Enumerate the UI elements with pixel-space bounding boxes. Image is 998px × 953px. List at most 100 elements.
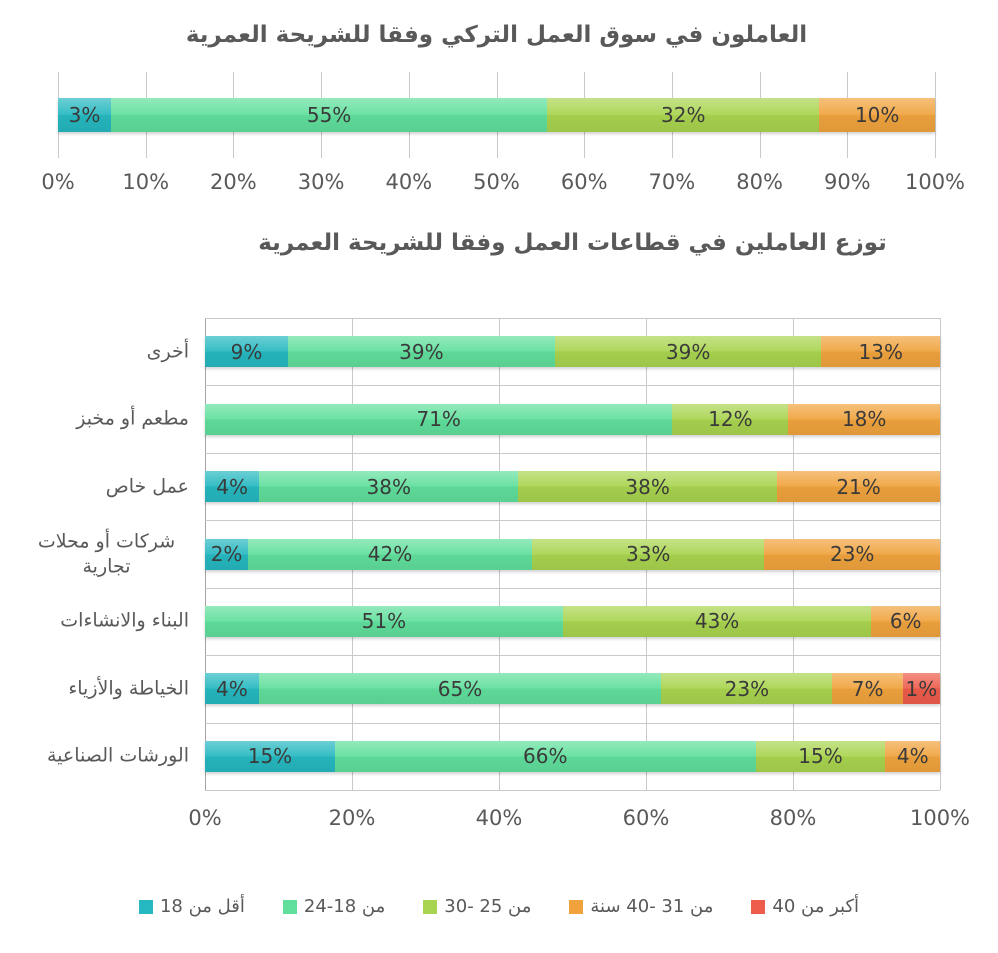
legend-label: أقل من 18 bbox=[159, 896, 245, 917]
data-label: 39% bbox=[399, 339, 444, 364]
category-label: مطعم أو مخبز bbox=[76, 407, 189, 430]
data-label: 13% bbox=[858, 339, 903, 364]
stacked-bar: 2% 42% 33% 23% bbox=[205, 538, 940, 570]
chart-2-plot-area: 9% 39% 39% 13% 71% 12% 18% 4% 38% 38% 21% 2% 42% 33% 2… bbox=[205, 318, 941, 791]
data-label: 10% bbox=[854, 103, 900, 127]
bar-segment: 65% bbox=[258, 673, 662, 705]
bar-segment: 4% bbox=[205, 471, 260, 503]
data-label: 3% bbox=[68, 103, 101, 127]
data-label: 7% bbox=[851, 676, 884, 701]
bar-segment: 15% bbox=[205, 740, 335, 772]
chart-1-plot-area: 3% 55% 32% 10% bbox=[58, 72, 936, 158]
x-axis-tick-label: 100% bbox=[904, 170, 966, 194]
bar-segment: 3% bbox=[58, 98, 112, 132]
bar-segment: 42% bbox=[248, 538, 532, 570]
bar-segment: 39% bbox=[288, 336, 555, 368]
data-label: 15% bbox=[247, 744, 293, 769]
data-label: 23% bbox=[829, 542, 875, 566]
legend: أقل من 18 من 18-24 من 25 -30 من 31 -40 سنة أ… bbox=[0, 896, 998, 917]
stacked-bar: 9% 39% 39% 13% bbox=[205, 336, 941, 368]
bar-segment: 6% bbox=[871, 605, 940, 637]
bar-segment: 21% bbox=[777, 471, 941, 503]
bar-segment: 32% bbox=[547, 98, 820, 132]
data-label: 65% bbox=[437, 676, 483, 701]
legend-item: من 25 -30 bbox=[423, 896, 531, 917]
x-axis-tick-label: 60% bbox=[560, 170, 608, 194]
stacked-bar: 3% 55% 32% 10% bbox=[58, 98, 935, 132]
category-label: أخرى bbox=[146, 340, 189, 363]
x-axis-tick-label: 70% bbox=[648, 170, 696, 194]
x-axis-tick-label: 100% bbox=[909, 806, 971, 830]
data-label: 43% bbox=[694, 609, 740, 634]
legend-color-swatch bbox=[282, 899, 297, 914]
legend-item: من 18-24 bbox=[282, 896, 386, 917]
x-axis-tick-label: 60% bbox=[622, 806, 670, 830]
bar-segment: 66% bbox=[334, 740, 756, 772]
data-label: 9% bbox=[230, 339, 263, 364]
x-axis-tick-label: 50% bbox=[473, 170, 520, 194]
legend-item: أكبر من 40 bbox=[751, 896, 859, 917]
bar-segment: 1% bbox=[902, 673, 940, 705]
bar-segment: 9% bbox=[205, 336, 289, 368]
x-axis-tick-label: 0% bbox=[188, 806, 222, 830]
data-label: 38% bbox=[625, 474, 670, 499]
x-axis-tick-label: 30% bbox=[297, 170, 345, 194]
category-label: الورشات الصناعية bbox=[46, 744, 189, 767]
bar-segment: 23% bbox=[764, 538, 940, 570]
gridline bbox=[205, 587, 940, 589]
bar-segment: 51% bbox=[205, 605, 563, 637]
bar-segment: 4% bbox=[205, 673, 259, 705]
x-axis-tick-label: 80% bbox=[769, 806, 817, 830]
bar-segment: 43% bbox=[562, 605, 872, 637]
data-label: 4% bbox=[896, 744, 929, 769]
category-label: الخياطة والأزياء bbox=[68, 677, 189, 700]
data-label: 23% bbox=[724, 676, 770, 701]
bar-segment: 71% bbox=[205, 403, 673, 435]
gridline bbox=[205, 385, 940, 387]
stacked-bar: 51% 43% 6% bbox=[205, 605, 940, 637]
chart-2-category-axis: أخرى مطعم أو مخبز عمل خاص شركات أو محلات تج… bbox=[0, 318, 197, 790]
data-label: 4% bbox=[216, 676, 248, 701]
gridline bbox=[935, 72, 936, 158]
gridline bbox=[205, 655, 940, 657]
bar-segment: 12% bbox=[672, 403, 789, 435]
x-axis-tick-label: 20% bbox=[328, 806, 376, 830]
data-label: 42% bbox=[367, 542, 413, 566]
data-label: 4% bbox=[216, 474, 249, 499]
gridline bbox=[940, 318, 941, 790]
bar-segment: 4% bbox=[885, 740, 940, 772]
data-label: 2% bbox=[210, 542, 243, 566]
gridline bbox=[205, 452, 940, 454]
bar-segment: 18% bbox=[788, 403, 940, 435]
gridline bbox=[205, 790, 940, 791]
legend-color-swatch bbox=[423, 899, 438, 914]
data-label: 55% bbox=[306, 103, 352, 127]
data-label: 1% bbox=[905, 676, 938, 701]
bar-segment: 38% bbox=[518, 471, 778, 503]
stacked-bar: 4% 65% 23% 7% 1% bbox=[205, 673, 940, 705]
bar-segment: 15% bbox=[755, 740, 886, 772]
category-label: شركات أو محلات تجارية bbox=[37, 530, 176, 577]
legend-label: من 18-24 bbox=[303, 896, 386, 917]
chart-1-title: العاملون في سوق العمل التركي وفقا للشريح… bbox=[185, 22, 808, 48]
data-label: 33% bbox=[625, 542, 671, 566]
x-axis-tick-label: 80% bbox=[736, 170, 783, 194]
category-label: عمل خاص bbox=[105, 475, 189, 498]
data-label: 21% bbox=[836, 474, 881, 499]
legend-label: من 25 -30 bbox=[444, 896, 532, 917]
legend-item: أقل من 18 bbox=[138, 896, 245, 917]
bar-segment: 13% bbox=[821, 336, 941, 368]
bar-segment: 33% bbox=[531, 538, 765, 570]
data-label: 12% bbox=[708, 407, 753, 432]
legend-label: أكبر من 40 bbox=[772, 896, 860, 917]
x-axis-tick-label: 20% bbox=[210, 170, 257, 194]
legend-color-swatch bbox=[138, 899, 153, 914]
x-axis-tick-label: 90% bbox=[823, 170, 871, 194]
data-label: 6% bbox=[889, 609, 922, 634]
legend-color-swatch bbox=[751, 899, 766, 914]
x-axis-tick-label: 10% bbox=[122, 170, 170, 194]
x-axis-tick-label: 0% bbox=[41, 170, 75, 194]
gridline bbox=[205, 722, 940, 724]
data-label: 39% bbox=[665, 339, 711, 364]
data-label: 15% bbox=[798, 744, 843, 769]
